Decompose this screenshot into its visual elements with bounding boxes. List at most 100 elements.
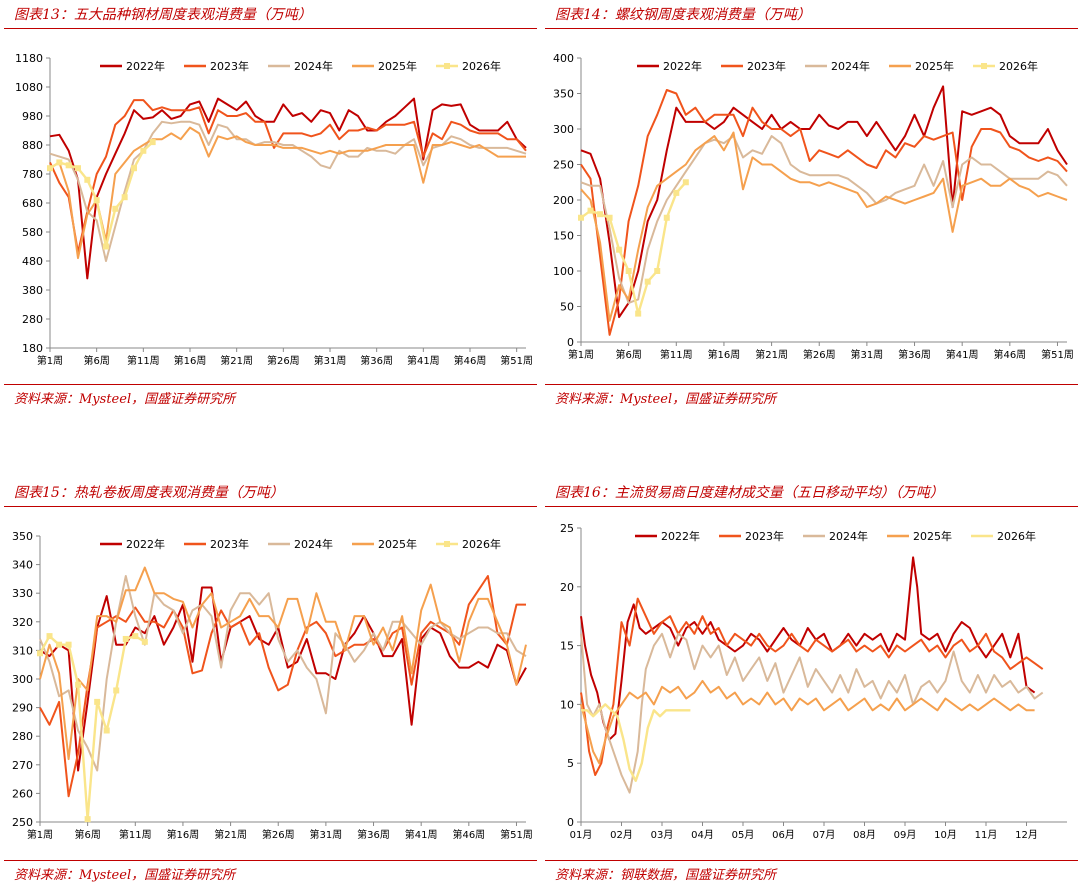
series-point-2026年: [84, 176, 91, 183]
legend-label: 2024年: [831, 59, 870, 73]
series-point-2026年: [140, 147, 147, 154]
series-point-2026年: [616, 246, 623, 253]
series-point-2026年: [149, 139, 156, 146]
x-tick-label: 第21周: [214, 828, 247, 841]
series-point-2026年: [84, 816, 91, 823]
series-point-2026年: [682, 179, 689, 186]
x-tick-label: 第31周: [314, 354, 347, 367]
series-point-2026年: [654, 268, 661, 274]
y-tick-label: 340: [12, 559, 33, 572]
series-point-2026年: [37, 650, 43, 657]
series-line-2024年: [580, 632, 1044, 794]
legend-label: 2025年: [913, 529, 952, 543]
legend-label: 2025年: [915, 59, 954, 73]
x-tick-label: 08月: [853, 829, 876, 841]
x-tick-label: 第46周: [452, 828, 485, 841]
series-point-2026年: [663, 214, 670, 221]
chart-source: 资料来源：Mysteel，国盛证券研究所: [14, 868, 236, 883]
series-point-2026年: [122, 635, 129, 642]
x-tick-label: 11月: [975, 829, 998, 841]
chart-source: 资料来源：Mysteel，国盛证券研究所: [14, 392, 236, 407]
x-tick-label: 09月: [894, 829, 917, 841]
x-tick-label: 第6周: [74, 828, 100, 841]
y-tick-label: 580: [22, 226, 43, 239]
chart-panel-16: 图表16：主流贸易商日度建材成交量（五日移动平均）（万吨） 0 5 10 15 20 25…: [545, 478, 1078, 886]
legend-label: 2023年: [210, 537, 249, 551]
y-tick-label: 350: [553, 88, 574, 101]
series-point-2026年: [644, 278, 651, 285]
legend-label: 2026年: [462, 537, 501, 551]
x-tick-label: 第21周: [220, 354, 253, 367]
y-tick-label: 320: [12, 616, 33, 629]
x-tick-label: 第1周: [568, 348, 594, 361]
y-tick-label: 0: [567, 816, 574, 829]
series-line-2023年: [39, 575, 526, 798]
series-point-2026年: [75, 165, 81, 172]
series-point-2026年: [121, 194, 128, 201]
series-line-2024年: [49, 120, 527, 262]
legend-label: 2023年: [747, 59, 786, 73]
x-tick-label: 第16周: [708, 348, 741, 361]
x-tick-label: 07月: [813, 829, 836, 841]
chart-svg: 250 260 270 280 290 300 310 320 330 340 350 第1周 第6周 第…: [12, 530, 533, 841]
chart-title-bar: 图表13：五大品种钢材周度表观消费量（万吨）: [4, 0, 537, 29]
legend-label: 2024年: [294, 537, 333, 551]
x-tick-label: 第26周: [803, 348, 836, 361]
series-point-2026年: [606, 214, 613, 221]
x-tick-label: 03月: [651, 829, 674, 841]
y-tick-label: 980: [22, 110, 43, 123]
series-point-2026年: [112, 205, 119, 212]
x-tick-label: 第31周: [310, 828, 343, 841]
x-tick-label: 第11周: [119, 828, 152, 841]
chart-title-bar: 图表14：螺纹钢周度表观消费量（万吨）: [545, 0, 1078, 29]
y-tick-label: 0: [567, 336, 574, 349]
y-tick-label: 300: [12, 673, 33, 686]
series-point-2026年: [65, 641, 72, 648]
chart-source-bar: 资料来源：Mysteel，国盛证券研究所: [545, 384, 1078, 407]
series-line-2026年: [581, 703, 691, 782]
series-point-2026年: [141, 638, 148, 645]
y-tick-label: 380: [22, 284, 43, 297]
x-tick-label: 第36周: [898, 348, 931, 361]
y-tick-label: 15: [560, 640, 574, 653]
x-tick-label: 第51周: [1041, 348, 1074, 361]
legend-label: 2023年: [745, 529, 784, 543]
y-tick-label: 480: [22, 255, 43, 268]
series-point-2026年: [94, 698, 101, 705]
x-tick-label: 第6周: [615, 348, 641, 361]
y-tick-label: 25: [560, 522, 574, 535]
chart-source-bar: 资料来源：Mysteel，国盛证券研究所: [4, 860, 537, 883]
series-point-2026年: [103, 727, 110, 734]
legend-label: 2022年: [126, 537, 165, 551]
series-line-2023年: [580, 89, 1068, 336]
chart-title-bar: 图表15：热轧卷板周度表观消费量（万吨）: [4, 478, 537, 507]
series-point-2026年: [587, 207, 594, 214]
y-tick-label: 1080: [15, 81, 43, 94]
series-line-2025年: [580, 679, 1035, 765]
y-tick-label: 280: [22, 313, 43, 326]
y-tick-label: 350: [12, 530, 33, 543]
y-tick-label: 680: [22, 197, 43, 210]
series-line-2023年: [580, 597, 1044, 776]
chart-title: 图表16：主流贸易商日度建材成交量（五日移动平均）（万吨）: [555, 485, 944, 501]
y-tick-label: 180: [22, 342, 43, 355]
y-tick-label: 10: [560, 698, 574, 711]
x-tick-label: 第21周: [755, 348, 788, 361]
x-tick-label: 12月: [1015, 829, 1038, 841]
legend-marker: [981, 63, 987, 69]
legend-label: 2025年: [378, 59, 417, 73]
series-line-2025年: [39, 566, 527, 761]
x-tick-label: 第36周: [357, 828, 390, 841]
y-tick-label: 300: [553, 123, 574, 136]
x-tick-label: 05月: [732, 829, 755, 841]
y-tick-label: 50: [560, 301, 574, 314]
series-point-2026年: [597, 211, 604, 218]
series-point-2026年: [93, 197, 100, 204]
series-point-2026年: [75, 681, 82, 688]
x-tick-label: 第1周: [27, 828, 53, 841]
chart-title: 图表14：螺纹钢周度表观消费量（万吨）: [555, 7, 811, 23]
legend-marker: [444, 541, 450, 547]
x-tick-label: 第41周: [946, 348, 979, 361]
x-tick-label: 第51周: [500, 828, 533, 841]
y-tick-label: 270: [12, 759, 33, 772]
